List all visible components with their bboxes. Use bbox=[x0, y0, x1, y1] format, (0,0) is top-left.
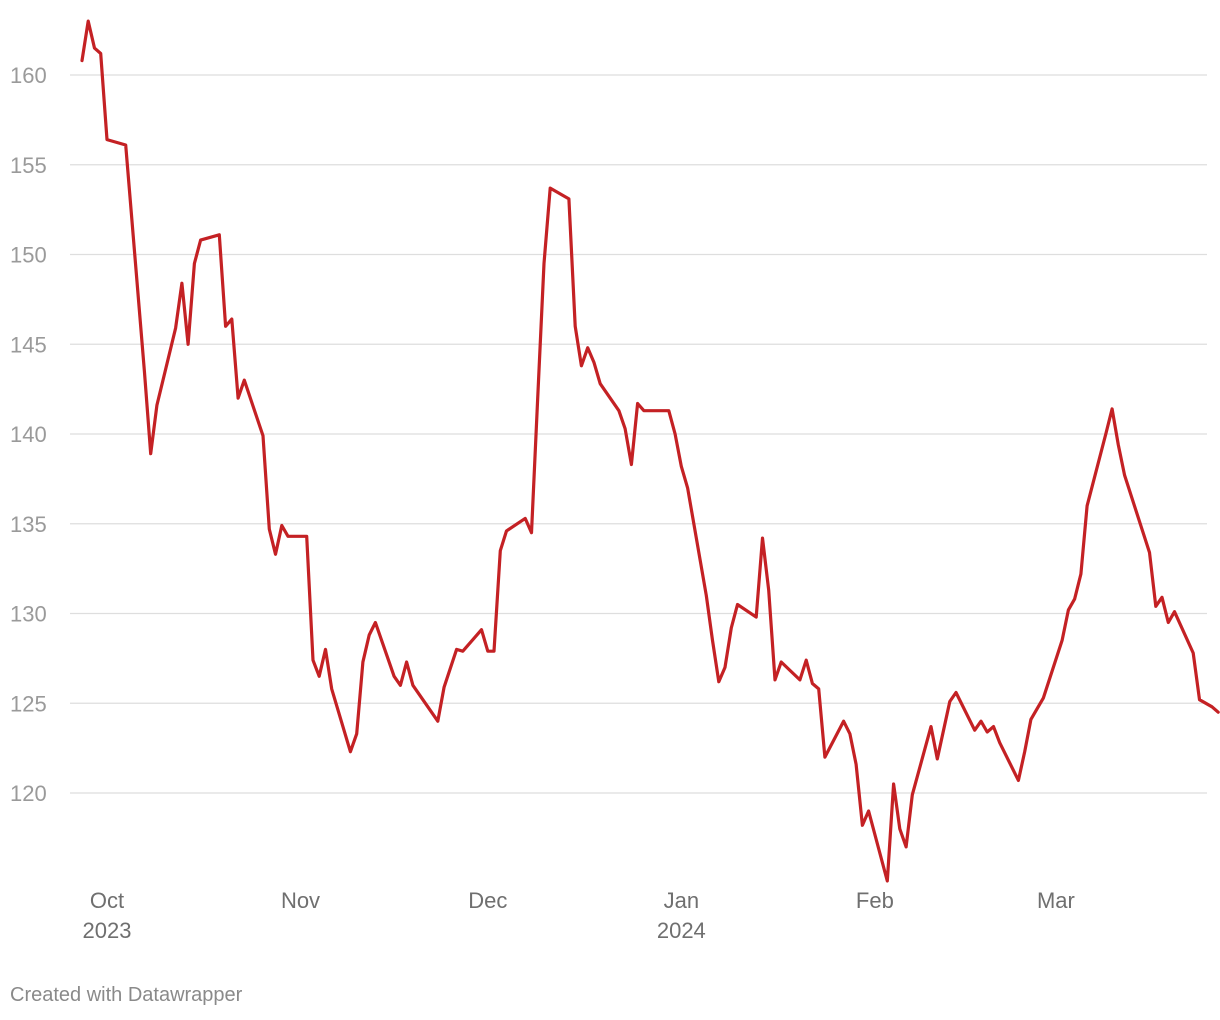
x-tick-label-mar: Mar bbox=[1037, 888, 1075, 913]
x-tick-label-dec: Dec bbox=[468, 888, 507, 913]
x-tick-label-oct: Oct bbox=[90, 888, 124, 913]
y-tick-label-145: 145 bbox=[10, 332, 47, 357]
y-tick-label-140: 140 bbox=[10, 422, 47, 447]
series-line-0 bbox=[80, 19, 1220, 883]
y-tick-label-125: 125 bbox=[10, 691, 47, 716]
x-axis-tick-labels: Oct 2023 Nov Dec Jan 2024 Feb Mar bbox=[82, 888, 1074, 943]
y-tick-label-155: 155 bbox=[10, 153, 47, 178]
x-tick-label-jan: Jan bbox=[664, 888, 699, 913]
y-tick-label-120: 120 bbox=[10, 781, 47, 806]
x-tick-year-2024: 2024 bbox=[657, 918, 706, 943]
x-tick-label-feb: Feb bbox=[856, 888, 894, 913]
line-chart: 120 125 130 135 140 145 150 155 160 Oct 2023 Nov De… bbox=[10, 19, 1220, 943]
y-axis-tick-labels: 120 125 130 135 140 145 150 155 160 bbox=[10, 63, 47, 806]
series-group bbox=[80, 19, 1220, 883]
x-tick-year-2023: 2023 bbox=[82, 918, 131, 943]
y-gridlines bbox=[70, 74, 1207, 794]
y-tick-label-130: 130 bbox=[10, 602, 47, 627]
credit-text: Created with Datawrapper bbox=[10, 984, 243, 1006]
x-tick-label-nov: Nov bbox=[281, 888, 320, 913]
y-tick-label-150: 150 bbox=[10, 243, 47, 268]
y-tick-label-135: 135 bbox=[10, 512, 47, 537]
y-tick-label-160: 160 bbox=[10, 63, 47, 88]
